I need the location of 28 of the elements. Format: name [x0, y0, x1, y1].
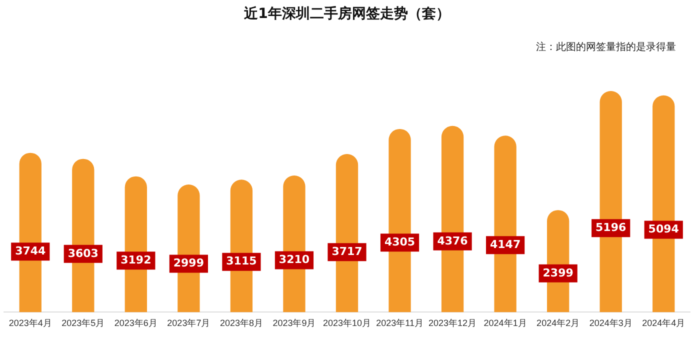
chart-title: 近1年深圳二手房网签走势（套）	[243, 5, 450, 22]
data-label: 2999	[173, 256, 204, 270]
x-tick-label: 2024年3月	[589, 318, 632, 328]
data-label: 3603	[68, 246, 98, 260]
x-tick-label: 2023年11月	[376, 318, 424, 328]
data-label: 3192	[120, 253, 152, 266]
x-tick-label: 2023年9月	[272, 318, 316, 328]
x-tick-label: 2024年1月	[484, 318, 527, 328]
x-tick-label: 2023年12月	[428, 318, 477, 328]
data-label: 3744	[15, 244, 46, 258]
data-label: 3115	[226, 254, 257, 268]
x-tick-label: 2023年8月	[220, 318, 263, 328]
x-tick-label: 2023年7月	[167, 318, 210, 328]
data-label: 5094	[648, 222, 680, 236]
data-label: 4305	[384, 235, 416, 248]
x-tick-label: 2023年4月	[8, 318, 52, 328]
text: 注：此图的网签量指的是录得量	[536, 40, 676, 54]
x-tick-label: 2024年4月	[642, 318, 686, 328]
data-label: 3717	[332, 244, 362, 258]
data-label: 4376	[437, 234, 468, 248]
data-label: 5196	[596, 221, 626, 234]
data-label: 2399	[542, 266, 574, 280]
data-label: 3210	[278, 253, 310, 266]
data-label: 4147	[490, 238, 521, 251]
x-tick-label: 2024年2月	[536, 318, 580, 328]
x-tick-label: 2023年6月	[114, 318, 158, 328]
x-tick-label: 2023年5月	[62, 318, 105, 328]
x-tick-label: 2023年10月	[322, 318, 372, 328]
